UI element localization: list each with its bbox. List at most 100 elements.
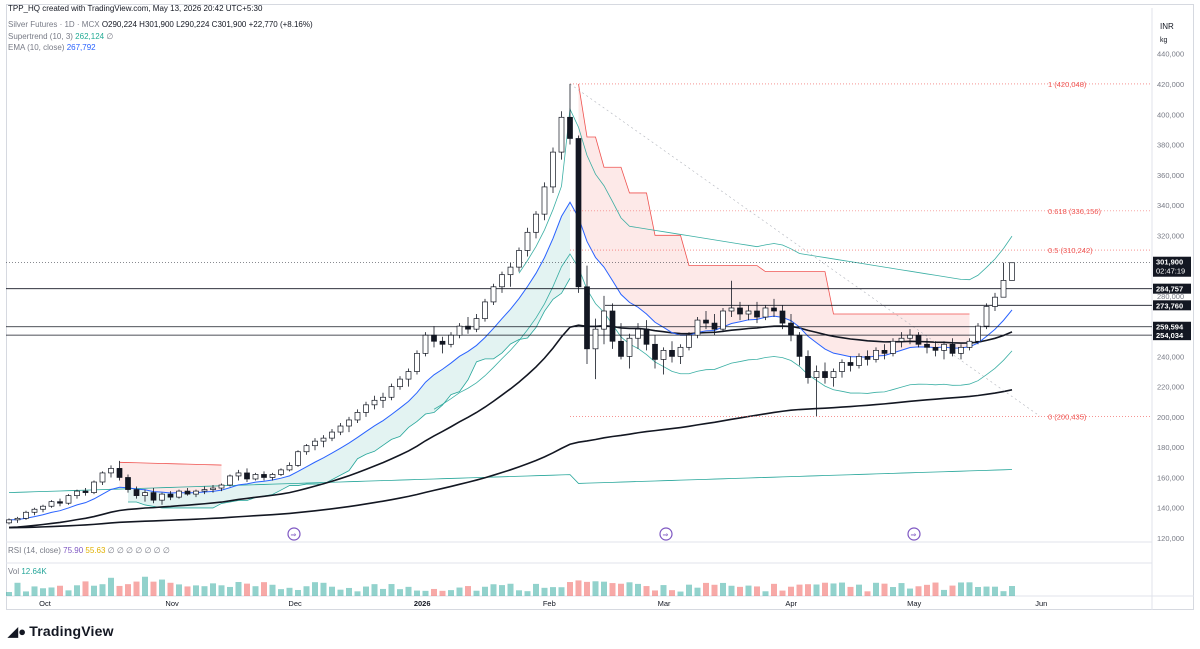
volume-bar: [584, 581, 590, 596]
volume-bar: [456, 587, 463, 596]
volume-bar: [915, 586, 922, 596]
volume-bar: [14, 582, 21, 596]
volume-bar: [754, 586, 760, 596]
supertrend-up-line: [128, 278, 571, 509]
volume-bar: [23, 591, 29, 596]
volume-bar: [193, 585, 199, 596]
event-marker-icon: [659, 527, 673, 541]
volume-bar: [601, 581, 607, 596]
candle-up: [48, 501, 55, 507]
volume-bar: [652, 590, 658, 596]
envelope-upper-line: [518, 107, 1013, 281]
volume-bar: [745, 585, 752, 596]
volume-bar: [116, 585, 123, 596]
volume-bar: [31, 586, 38, 596]
candle-up: [235, 472, 242, 477]
volume-bar: [983, 586, 990, 596]
candle-down: [847, 362, 854, 366]
candle-up: [218, 484, 225, 489]
volume-bar: [507, 583, 514, 596]
rsi-value: 75.90: [63, 546, 84, 555]
volume-bar: [992, 586, 998, 596]
candle-down: [703, 319, 709, 324]
candle-up: [830, 371, 837, 378]
volume-bar: [439, 590, 446, 596]
volume-bar: [609, 583, 616, 596]
volume-legend[interactable]: Vol 12.64K: [8, 567, 47, 576]
candle-up: [286, 465, 293, 471]
candle-up: [448, 334, 454, 345]
candle-up: [337, 425, 344, 433]
candle-up: [210, 487, 216, 490]
volume-bar: [788, 586, 794, 596]
y-tick-label: 380,000: [1157, 141, 1184, 150]
x-tick-label: Nov: [165, 599, 179, 608]
candle-down: [711, 322, 718, 330]
candle-up: [490, 286, 497, 303]
candle-up: [720, 310, 726, 330]
candle-up: [380, 396, 386, 401]
candle-up: [592, 328, 599, 350]
candle-up: [694, 319, 701, 336]
candle-up: [278, 469, 284, 475]
volume-bar: [830, 583, 837, 596]
volume-bar: [448, 590, 454, 596]
candle-up: [516, 250, 522, 268]
candle-down: [788, 322, 794, 336]
volume-bar: [966, 582, 973, 596]
volume-bar: [465, 586, 471, 596]
volume-bar: [839, 582, 845, 596]
envelope-lower-line: [433, 253, 1013, 410]
level-price-label: 254,034: [1156, 331, 1184, 340]
volume-bar: [499, 585, 505, 596]
candle-up: [813, 371, 820, 378]
volume-bar: [669, 590, 675, 596]
volume-bar: [881, 583, 888, 596]
candle-up: [958, 346, 964, 354]
candle-down: [57, 501, 63, 504]
candle-up: [873, 349, 879, 360]
candle-up: [227, 475, 233, 486]
symbol-legend[interactable]: Silver Futures · 1D · MCX O290,224 H301,…: [8, 20, 313, 29]
countdown-label: 02:47:19: [1156, 267, 1185, 276]
supertrend-legend[interactable]: Supertrend (10, 3) 262,124 ∅: [8, 32, 113, 41]
fib-level-label: 0.618 (336,156): [1048, 207, 1101, 216]
rsi-legend[interactable]: RSI (14, close) 75.90 55.63 ∅ ∅ ∅ ∅ ∅ ∅ …: [8, 546, 170, 555]
level-price-label: 273,760: [1156, 301, 1183, 310]
candle-up: [626, 337, 633, 357]
candle-up: [176, 490, 182, 498]
candle-up: [1000, 280, 1007, 298]
candle-down: [150, 492, 157, 501]
volume-bar: [422, 590, 429, 596]
volume-bar: [278, 589, 284, 596]
candle-up: [456, 325, 463, 336]
volume-bar: [737, 586, 743, 596]
candle-up: [65, 495, 72, 504]
symbol-name: Silver Futures · 1D · MCX: [8, 20, 100, 29]
volume-bar: [57, 585, 63, 596]
candle-up: [762, 307, 769, 318]
candle-down: [116, 468, 123, 478]
candle-down: [584, 286, 590, 350]
candle-down: [465, 325, 471, 330]
candle-up: [898, 337, 905, 342]
ema-legend[interactable]: EMA (10, close) 267,792: [8, 43, 96, 52]
volume-bar: [431, 588, 437, 596]
volume-bar: [99, 584, 106, 596]
chart-frame: [6, 4, 1194, 610]
supertrend-down-line: [119, 461, 222, 466]
volume-bar: [1009, 586, 1015, 596]
candle-up: [839, 362, 845, 372]
y-tick-label: 180,000: [1157, 443, 1184, 452]
candle-up: [14, 517, 21, 521]
candle-down: [915, 334, 922, 345]
volume-bar: [677, 591, 684, 596]
volume-bar: [269, 584, 276, 596]
candle-up: [320, 437, 327, 442]
volume-bar: [201, 586, 208, 596]
volume-bar: [176, 584, 182, 596]
volume-bar: [414, 590, 420, 596]
candle-up: [40, 505, 46, 510]
ema-label: EMA (10, close): [8, 43, 65, 52]
